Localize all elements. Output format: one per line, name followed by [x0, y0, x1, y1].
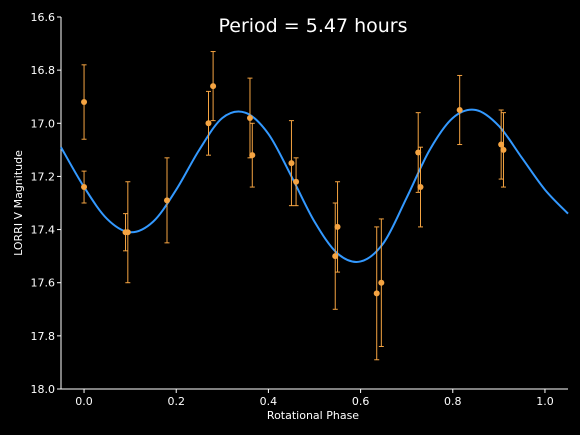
y-tick-label: 16.8 — [31, 64, 56, 77]
data-point-marker — [288, 160, 295, 167]
data-point-marker — [205, 120, 212, 127]
data-point — [288, 120, 295, 207]
data-point — [500, 112, 507, 188]
x-tick-label: 0.4 — [260, 395, 278, 408]
data-point — [415, 112, 422, 193]
data-point — [334, 181, 341, 273]
data-point — [378, 218, 385, 347]
data-point — [456, 74, 463, 146]
y-tick-label: 17.2 — [31, 170, 56, 183]
data-point — [373, 226, 380, 361]
data-point-marker — [334, 223, 341, 230]
data-point-marker — [164, 197, 171, 204]
x-tick-label: 0.6 — [352, 395, 370, 408]
data-point-marker — [249, 152, 256, 159]
x-tick-label: 1.0 — [536, 395, 554, 408]
y-tick-label: 17.4 — [31, 224, 56, 237]
y-tick-label: 17.0 — [31, 117, 56, 130]
axes: 0.0 0.2 0.4 0.6 0.8 1.0 16.6 16.8 17.0 17.2 17.4 17… — [31, 11, 568, 408]
data-point-marker — [415, 149, 422, 156]
data-point — [210, 51, 217, 122]
data-point-marker — [293, 178, 300, 185]
data-point-marker — [417, 184, 424, 191]
data-point-marker — [373, 290, 380, 297]
data-point-marker — [498, 141, 505, 148]
data-point-marker — [378, 279, 385, 286]
y-tick-label: 18.0 — [31, 383, 56, 396]
x-axis-label: Rotational Phase — [267, 409, 359, 422]
data-point — [332, 202, 339, 310]
y-tick-label: 16.6 — [31, 11, 56, 24]
y-tick-label: 17.8 — [31, 330, 56, 343]
x-tick-label: 0.2 — [167, 395, 185, 408]
data-point-marker — [81, 184, 88, 191]
data-point — [205, 90, 212, 156]
chart-title: Period = 5.47 hours — [218, 15, 407, 37]
data-point-marker — [246, 114, 253, 121]
y-tick-label: 17.6 — [31, 277, 56, 290]
data-point-marker — [456, 107, 463, 113]
fit-curve-layer — [60, 108, 569, 263]
x-tick-label: 0.8 — [444, 395, 462, 408]
data-point — [124, 181, 131, 284]
data-point — [246, 77, 253, 159]
data-point — [81, 170, 88, 204]
x-tick-label: 0.0 — [75, 395, 93, 408]
data-points-layer — [81, 51, 507, 361]
data-point — [164, 157, 171, 244]
data-point — [417, 146, 424, 228]
data-point-marker — [500, 146, 507, 153]
data-point-marker — [332, 253, 339, 260]
data-point — [249, 122, 256, 188]
data-point-marker — [210, 83, 217, 90]
data-point — [498, 109, 505, 180]
data-point — [81, 64, 88, 140]
fit-curve-line — [60, 108, 569, 263]
data-point-marker — [81, 99, 88, 106]
data-point-marker — [124, 229, 131, 236]
y-axis-label: LORRI V Magnitude — [12, 150, 25, 256]
data-point — [293, 157, 300, 207]
